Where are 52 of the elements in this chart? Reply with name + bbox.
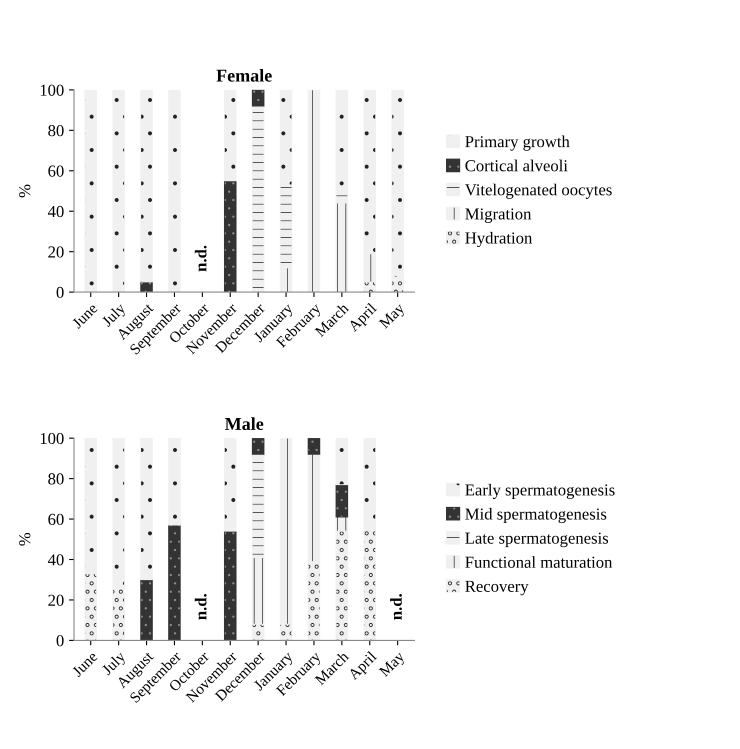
- annotation: n.d.: [194, 594, 207, 620]
- bar: [140, 579, 153, 640]
- chart-title: Female: [216, 69, 272, 82]
- legend-label: Migration: [465, 208, 532, 223]
- y-tick-label: 20: [48, 594, 64, 606]
- y-tick-label: 40: [48, 554, 64, 566]
- y-tick-label: 100: [40, 432, 64, 444]
- y-tick-label: 0: [56, 286, 64, 298]
- legend-label: Late spermatogenesis: [465, 532, 608, 548]
- y-tick-label: 40: [48, 206, 64, 218]
- y-tick-label: 80: [48, 125, 64, 136]
- x-tick-label: May: [378, 302, 408, 332]
- legend-label: Mid spermatogenesis: [465, 508, 606, 524]
- x-tick-label: May: [378, 650, 408, 680]
- legend-label: Recovery: [465, 580, 529, 596]
- x-tick-label: June: [72, 302, 98, 330]
- bar: [84, 90, 98, 292]
- y-axis-title: %: [19, 184, 30, 198]
- bar: [140, 90, 153, 282]
- y-tick-label: 80: [48, 473, 64, 485]
- legend-label: Functional maturation: [465, 556, 612, 568]
- legend-label: Cortical alveoli: [465, 160, 568, 172]
- x-tick-label: June: [72, 650, 98, 678]
- legend-label: Early spermatogenesis: [465, 484, 615, 499]
- bar: [336, 438, 348, 486]
- legend-label: Vitelogenated oocytes: [464, 184, 612, 199]
- bar: [224, 180, 237, 292]
- bar: [140, 438, 153, 580]
- annotation: n.d.: [390, 594, 402, 620]
- y-tick-label: 100: [40, 84, 64, 96]
- y-tick-label: 60: [48, 165, 64, 177]
- legend-label: Primary growth: [465, 136, 570, 151]
- legend-label: Hydration: [465, 232, 532, 248]
- bar: [252, 90, 264, 106]
- bar: [168, 438, 181, 526]
- bar: [168, 90, 181, 292]
- bar: [168, 524, 181, 640]
- bar: [336, 484, 348, 518]
- bar: [224, 90, 237, 182]
- y-tick-label: 60: [48, 514, 64, 526]
- bar: [112, 90, 125, 292]
- y-tick-label: 20: [48, 246, 64, 258]
- bar: [224, 530, 237, 640]
- bar: [252, 106, 264, 292]
- y-axis-title: %: [19, 532, 30, 546]
- bar: [308, 438, 320, 455]
- bar: [308, 90, 320, 292]
- bar: [224, 438, 237, 532]
- annotation: n.d.: [194, 246, 207, 272]
- bar: [252, 438, 264, 455]
- y-tick-label: 0: [56, 635, 64, 646]
- chart-title: Male: [224, 417, 264, 430]
